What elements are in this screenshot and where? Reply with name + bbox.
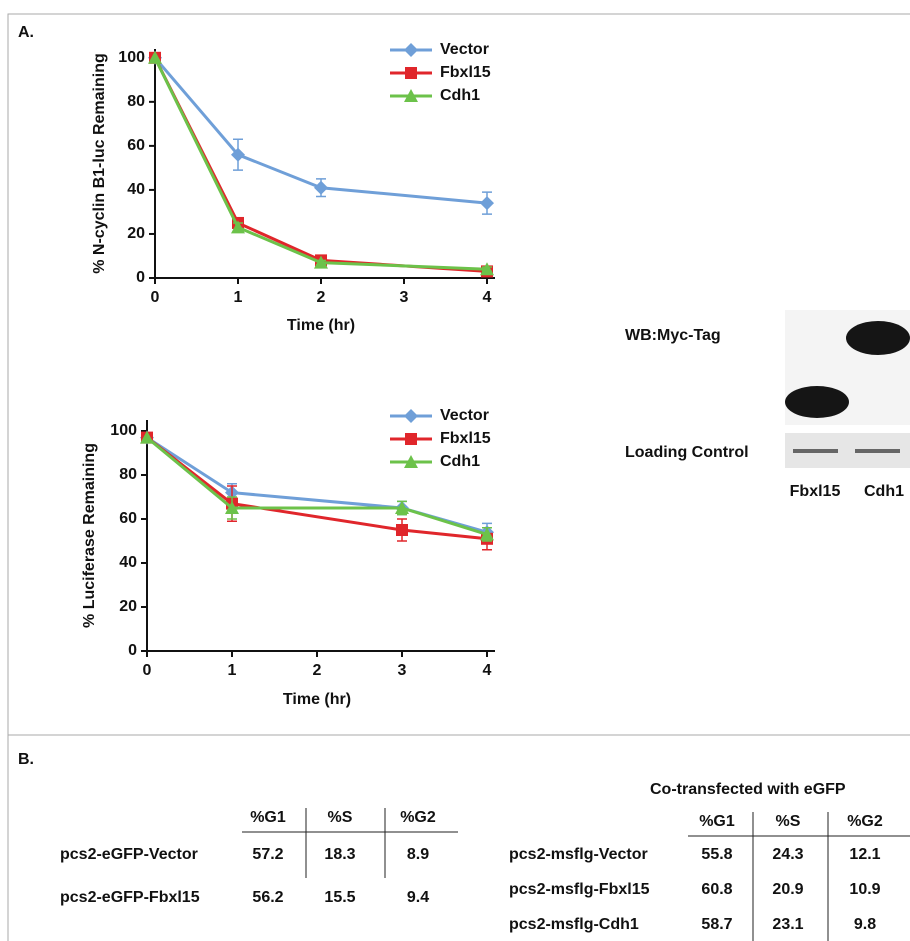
legend-label: Fbxl15 xyxy=(440,64,491,81)
lane-label: Cdh1 xyxy=(864,483,904,500)
x-tick-label: 1 xyxy=(234,289,243,306)
panel-frame xyxy=(8,735,910,941)
blot-label: Loading Control xyxy=(625,444,749,461)
y-tick-label: 20 xyxy=(119,598,137,615)
y-tick-label: 40 xyxy=(127,181,145,198)
legend-marker xyxy=(405,433,417,445)
blot-label: WB:Myc-Tag xyxy=(625,327,721,344)
data-point xyxy=(480,196,494,210)
panel-frame xyxy=(8,14,910,735)
table-header: %S xyxy=(328,809,353,826)
series-line xyxy=(155,58,487,269)
row-label: pcs2-msflg-Cdh1 xyxy=(509,916,639,933)
y-tick-label: 20 xyxy=(127,225,145,242)
x-tick-label: 4 xyxy=(483,662,492,679)
table-header: %G1 xyxy=(699,813,735,830)
legend-marker xyxy=(404,409,418,423)
row-label: pcs2-msflg-Fbxl15 xyxy=(509,881,650,898)
series-line xyxy=(147,438,487,535)
x-axis-label: Time (hr) xyxy=(287,317,355,334)
table-cell: 56.2 xyxy=(252,889,283,906)
y-axis-label: % Luciferase Remaining xyxy=(81,443,98,628)
x-tick-label: 2 xyxy=(313,662,322,679)
lane-label: Fbxl15 xyxy=(790,483,841,500)
x-tick-label: 0 xyxy=(143,662,152,679)
table-header: %G2 xyxy=(400,809,436,826)
y-tick-label: 0 xyxy=(128,642,137,659)
table-cell: 60.8 xyxy=(701,881,732,898)
row-label: pcs2-eGFP-Vector xyxy=(60,846,198,863)
row-label: pcs2-eGFP-Fbxl15 xyxy=(60,889,200,906)
data-point xyxy=(396,524,408,536)
y-tick-label: 40 xyxy=(119,554,137,571)
table-header: %G1 xyxy=(250,809,286,826)
x-tick-label: 4 xyxy=(483,289,492,306)
table-cell: 8.9 xyxy=(407,846,429,863)
x-tick-label: 3 xyxy=(398,662,407,679)
table-caption: Co-transfected with eGFP xyxy=(650,781,846,798)
table-cell: 55.8 xyxy=(701,846,732,863)
table-cell: 58.7 xyxy=(701,916,732,933)
y-tick-label: 0 xyxy=(136,269,145,286)
data-point xyxy=(314,181,328,195)
table-cell: 18.3 xyxy=(324,846,355,863)
series-line xyxy=(147,438,487,539)
table-header: %S xyxy=(776,813,801,830)
table-cell: 24.3 xyxy=(772,846,803,863)
table-cell: 15.5 xyxy=(324,889,355,906)
y-tick-label: 80 xyxy=(127,93,145,110)
y-tick-label: 80 xyxy=(119,466,137,483)
panel-label: A. xyxy=(18,24,34,41)
series-line xyxy=(155,58,487,272)
legend-marker xyxy=(405,67,417,79)
table-cell: 9.4 xyxy=(407,889,429,906)
panel-label: B. xyxy=(18,751,34,768)
legend-label: Fbxl15 xyxy=(440,430,491,447)
table-cell: 20.9 xyxy=(772,881,803,898)
legend-label: Vector xyxy=(440,41,489,58)
table-cell: 57.2 xyxy=(252,846,283,863)
legend-marker xyxy=(404,43,418,57)
legend-label: Cdh1 xyxy=(440,453,480,470)
table-header: %G2 xyxy=(847,813,883,830)
y-tick-label: 60 xyxy=(119,510,137,527)
table-cell: 23.1 xyxy=(772,916,803,933)
figure: A. B. WB:Myc-Tag Loading Control Fbxl15 … xyxy=(0,0,910,941)
x-tick-label: 1 xyxy=(228,662,237,679)
blot-image xyxy=(785,310,910,468)
x-tick-label: 2 xyxy=(317,289,326,306)
legend-label: Vector xyxy=(440,407,489,424)
table-cell: 12.1 xyxy=(849,846,880,863)
y-tick-label: 100 xyxy=(118,49,145,66)
table-cell: 9.8 xyxy=(854,916,876,933)
row-label: pcs2-msflg-Vector xyxy=(509,846,648,863)
legend-label: Cdh1 xyxy=(440,87,480,104)
table-cell: 10.9 xyxy=(849,881,880,898)
y-tick-label: 100 xyxy=(110,422,137,439)
y-tick-label: 60 xyxy=(127,137,145,154)
y-axis-label: % N-cyclin B1-luc Remaining xyxy=(91,53,108,274)
x-tick-label: 3 xyxy=(400,289,409,306)
x-axis-label: Time (hr) xyxy=(283,691,351,708)
x-tick-label: 0 xyxy=(151,289,160,306)
